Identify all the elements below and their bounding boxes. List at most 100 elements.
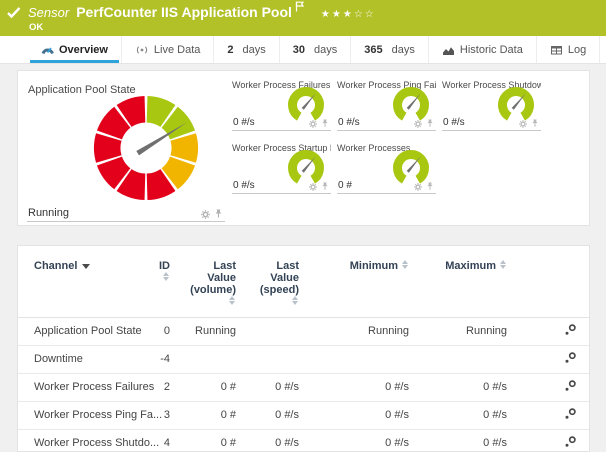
- gauge-settings-gear-icon[interactable]: [414, 183, 422, 191]
- sort-descending-icon: [82, 264, 90, 269]
- gauge-settings-gear-icon[interactable]: [309, 183, 317, 191]
- column-header-channel-label: Channel: [34, 260, 77, 272]
- table-row[interactable]: Worker Process Shutdo...40 #0 #/s0 #/s0 …: [18, 430, 589, 452]
- last-value-speed-cell: [244, 346, 307, 374]
- channel-settings-wrench-icon[interactable]: [564, 351, 577, 367]
- column-header-maximum[interactable]: Maximum: [417, 246, 515, 318]
- gauge-tile-worker-processes: Worker Processes 0 #: [337, 139, 436, 194]
- channel-settings-cell: [515, 430, 589, 452]
- last-value-speed-cell: 0 #/s: [244, 374, 307, 402]
- gauge-pin-icon[interactable]: [426, 182, 434, 191]
- tab-2-days[interactable]: 2days: [213, 36, 278, 63]
- channel-settings-wrench-icon[interactable]: [564, 323, 577, 339]
- tab-30-days-label: days: [314, 44, 337, 56]
- channel-table-panel: Channel ID Last Value (volume) Last Valu…: [17, 245, 590, 452]
- channel-settings-wrench-icon[interactable]: [564, 379, 577, 395]
- gauge-tile-worker-process-startup-failures: Worker Process Startup Failu... 0 #/s: [232, 139, 331, 194]
- tab-365-days[interactable]: 365days: [350, 36, 428, 63]
- column-header-channel[interactable]: Channel: [18, 246, 143, 318]
- tab-live-data[interactable]: Live Data: [121, 36, 213, 63]
- tab-live-data-label: Live Data: [154, 44, 200, 56]
- channel-settings-cell: [515, 346, 589, 374]
- tab-bar: Overview Live Data 2days 30days 365days …: [0, 36, 606, 64]
- last-value-speed-cell: 0 #/s: [244, 430, 307, 452]
- gauge-pin-icon[interactable]: [426, 119, 434, 128]
- channel-name-cell[interactable]: Worker Process Ping Fa...: [18, 402, 143, 430]
- gauge-tile-worker-process-ping-failures: Worker Process Ping Failures 0 #/s: [337, 76, 436, 131]
- small-gauge-value: 0 #: [338, 180, 352, 191]
- tab-settings[interactable]: Settings: [599, 36, 606, 63]
- gauge-settings-gear-icon[interactable]: [201, 210, 210, 219]
- sensor-status-text: OK: [29, 22, 43, 33]
- channel-settings-wrench-icon[interactable]: [564, 435, 577, 451]
- maximum-cell: 0 #/s: [417, 374, 515, 402]
- small-gauge-value: 0 #/s: [233, 117, 255, 128]
- small-gauge-grid: Worker Process Failures 0 #/s Worker Pro…: [232, 76, 541, 194]
- column-header-last-value-volume[interactable]: Last Value (volume): [178, 246, 244, 318]
- channel-settings-wrench-icon[interactable]: [564, 407, 577, 423]
- gauge-settings-gear-icon[interactable]: [309, 120, 317, 128]
- main-gauge-footer: Running: [28, 207, 223, 219]
- tab-historic-data[interactable]: Historic Data: [428, 36, 536, 63]
- last-value-volume-cell: Running: [178, 318, 244, 346]
- minimum-cell: 0 #/s: [307, 402, 417, 430]
- last-value-volume-cell: 0 #: [178, 430, 244, 452]
- channel-settings-cell: [515, 374, 589, 402]
- stars-filled: ★★★: [321, 9, 354, 20]
- last-value-volume-cell: [178, 346, 244, 374]
- gauge-tile-worker-process-shutdown-failures: Worker Process Shutdown Fa... 0 #/s: [442, 76, 541, 131]
- tab-log[interactable]: Log: [536, 36, 599, 63]
- minimum-cell: Running: [307, 318, 417, 346]
- channel-name-cell[interactable]: Downtime: [18, 346, 143, 374]
- gauge-settings-gear-icon[interactable]: [414, 120, 422, 128]
- channel-id-cell: 0: [143, 318, 178, 346]
- minimum-cell: 0 #/s: [307, 430, 417, 452]
- sort-icon: [292, 296, 299, 305]
- sort-icon: [402, 260, 409, 269]
- overview-gauge-icon: [41, 44, 54, 55]
- gauge-settings-gear-icon[interactable]: [519, 120, 527, 128]
- channel-name-cell[interactable]: Application Pool State: [18, 318, 143, 346]
- channel-settings-cell: [515, 402, 589, 430]
- status-ok-check-icon: [7, 6, 21, 20]
- column-header-maximum-label: Maximum: [445, 260, 496, 272]
- log-table-icon: [550, 44, 563, 56]
- minimum-cell: 0 #/s: [307, 374, 417, 402]
- maximum-cell: 0 #/s: [417, 430, 515, 452]
- gauge-pin-icon[interactable]: [321, 182, 329, 191]
- maximum-cell: Running: [417, 318, 515, 346]
- sort-icon: [500, 260, 507, 269]
- column-header-last-value-volume-label: Last Value (volume): [190, 260, 236, 296]
- tab-365-days-label: days: [392, 44, 415, 56]
- tab-historic-data-label: Historic Data: [460, 44, 523, 56]
- gauge-pin-icon[interactable]: [531, 119, 539, 128]
- channel-name-cell[interactable]: Worker Process Shutdo...: [18, 430, 143, 452]
- tab-30-days[interactable]: 30 days: [279, 36, 351, 63]
- priority-flag-icon: [295, 1, 305, 12]
- channel-table-body: Application Pool State0RunningRunningRun…: [18, 318, 589, 452]
- priority-stars[interactable]: ★★★☆☆: [321, 9, 376, 20]
- column-header-minimum[interactable]: Minimum: [307, 246, 417, 318]
- overview-panel: Application Pool State Running Worker Pr…: [17, 70, 590, 226]
- channel-name-cell[interactable]: Worker Process Failures: [18, 374, 143, 402]
- application-pool-state-gauge: [91, 93, 201, 203]
- historic-data-chart-icon: [442, 44, 455, 56]
- table-row[interactable]: Application Pool State0RunningRunningRun…: [18, 318, 589, 346]
- column-header-id[interactable]: ID: [143, 246, 178, 318]
- sensor-kind-label: Sensor: [28, 5, 69, 20]
- table-row[interactable]: Downtime-4: [18, 346, 589, 374]
- tab-log-label: Log: [568, 44, 586, 56]
- channel-table-header: Channel ID Last Value (volume) Last Valu…: [18, 246, 589, 318]
- last-value-speed-cell: 0 #/s: [244, 402, 307, 430]
- table-row[interactable]: Worker Process Ping Fa...30 #0 #/s0 #/s0…: [18, 402, 589, 430]
- application-pool-state-tile: Application Pool State Running: [27, 77, 225, 222]
- channel-settings-cell: [515, 318, 589, 346]
- gauge-pin-icon[interactable]: [321, 119, 329, 128]
- table-row[interactable]: Worker Process Failures20 #0 #/s0 #/s0 #…: [18, 374, 589, 402]
- sensor-title-row: Sensor PerfCounter IIS Application Pool …: [28, 4, 376, 20]
- tab-overview[interactable]: Overview: [28, 36, 121, 63]
- gauge-tile-worker-process-failures: Worker Process Failures 0 #/s: [232, 76, 331, 131]
- gauge-pin-icon[interactable]: [214, 209, 223, 219]
- column-header-last-value-speed[interactable]: Last Value (speed): [244, 246, 307, 318]
- tab-30-days-number: 30: [293, 44, 305, 56]
